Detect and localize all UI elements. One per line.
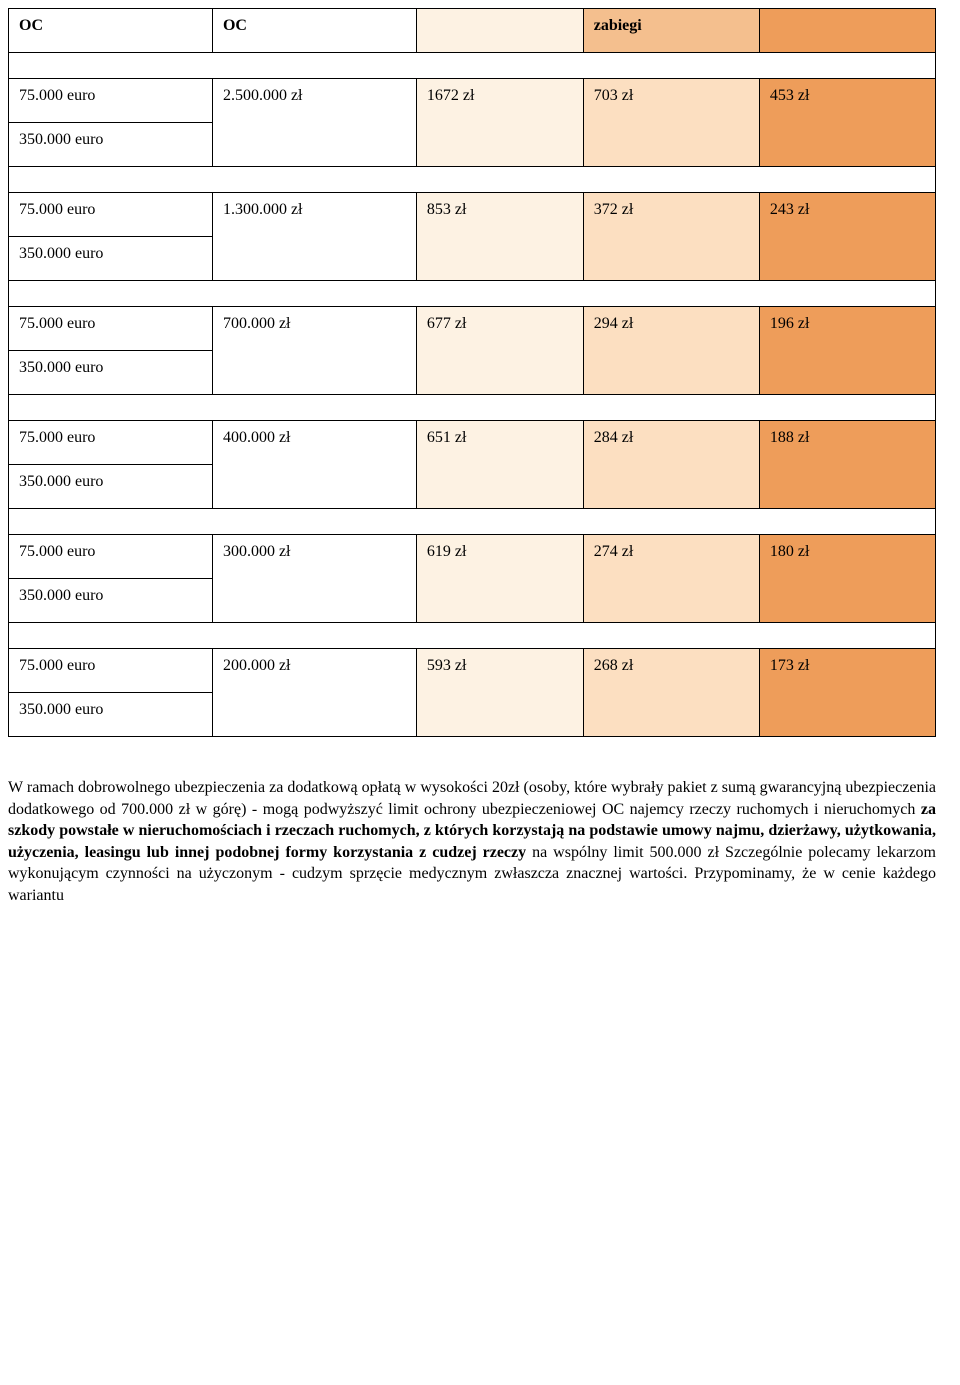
cell-c2: 2.500.000 zł [212,79,416,167]
data-row: 75.000 euro 200.000 zł 593 zł 268 zł 173… [9,649,936,693]
cell-c3: 1672 zł [416,79,583,167]
cell-c2: 1.300.000 zł [212,193,416,281]
header-col1: OC [9,9,213,53]
body-paragraph: W ramach dobrowolnego ubezpieczenia za d… [0,737,960,907]
spacer-row [9,509,936,535]
header-col3 [416,9,583,53]
table-header-row: OC OC zabiegi [9,9,936,53]
cell-c1-top: 75.000 euro [9,79,213,123]
cell-c1-bot: 350.000 euro [9,237,213,281]
cell-c1-bot: 350.000 euro [9,693,213,737]
cell-c3: 651 zł [416,421,583,509]
cell-c4: 294 zł [583,307,759,395]
cell-c2: 700.000 zł [212,307,416,395]
cell-c5: 180 zł [759,535,935,623]
data-row: 75.000 euro 400.000 zł 651 zł 284 zł 188… [9,421,936,465]
spacer-row [9,281,936,307]
cell-c3: 619 zł [416,535,583,623]
cell-c1-bot: 350.000 euro [9,123,213,167]
cell-c3: 677 zł [416,307,583,395]
spacer-row [9,623,936,649]
cell-c4: 372 zł [583,193,759,281]
cell-c2: 300.000 zł [212,535,416,623]
cell-c2: 400.000 zł [212,421,416,509]
data-row: 75.000 euro 300.000 zł 619 zł 274 zł 180… [9,535,936,579]
cell-c5: 188 zł [759,421,935,509]
cell-c5: 453 zł [759,79,935,167]
paragraph-part-a: W ramach dobrowolnego ubezpieczenia za d… [8,779,936,818]
cell-c1-bot: 350.000 euro [9,351,213,395]
pricing-table: OC OC zabiegi 75.000 euro 2.500.000 zł 1… [8,8,936,737]
data-row: 75.000 euro 700.000 zł 677 zł 294 zł 196… [9,307,936,351]
cell-c5: 196 zł [759,307,935,395]
data-row: 75.000 euro 1.300.000 zł 853 zł 372 zł 2… [9,193,936,237]
cell-c1-top: 75.000 euro [9,307,213,351]
cell-c3: 853 zł [416,193,583,281]
cell-c1-top: 75.000 euro [9,649,213,693]
cell-c4: 274 zł [583,535,759,623]
pricing-table-container: OC OC zabiegi 75.000 euro 2.500.000 zł 1… [0,0,960,737]
header-col5 [759,9,935,53]
cell-c1-top: 75.000 euro [9,193,213,237]
spacer-row [9,395,936,421]
cell-c1-bot: 350.000 euro [9,579,213,623]
data-row: 75.000 euro 2.500.000 zł 1672 zł 703 zł … [9,79,936,123]
cell-c1-top: 75.000 euro [9,421,213,465]
cell-c1-top: 75.000 euro [9,535,213,579]
cell-c2: 200.000 zł [212,649,416,737]
header-col4: zabiegi [583,9,759,53]
cell-c4: 703 zł [583,79,759,167]
cell-c3: 593 zł [416,649,583,737]
spacer-row [9,53,936,79]
cell-c4: 284 zł [583,421,759,509]
spacer-row [9,167,936,193]
header-col2: OC [212,9,416,53]
cell-c5: 173 zł [759,649,935,737]
cell-c5: 243 zł [759,193,935,281]
cell-c4: 268 zł [583,649,759,737]
cell-c1-bot: 350.000 euro [9,465,213,509]
